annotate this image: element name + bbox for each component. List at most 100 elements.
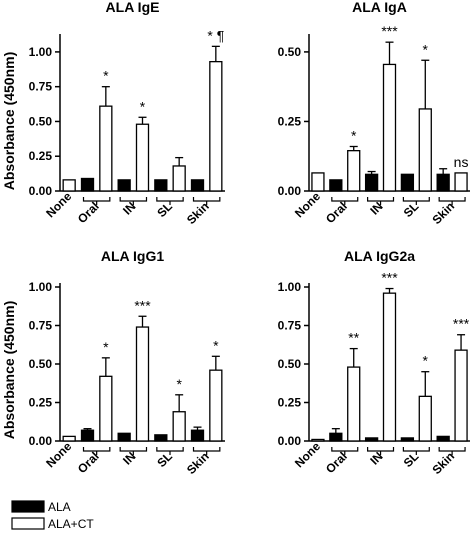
y-tick-label: 0.75 (29, 80, 53, 94)
x-category-label-skin: Skin (184, 449, 212, 477)
bar-sl-ala-ct (418, 108, 432, 192)
legend-swatch-ala (11, 500, 45, 513)
group-bracket-oral (82, 197, 111, 205)
significance-label: *** (381, 270, 398, 286)
y-tick-label: 0.50 (29, 357, 53, 371)
significance-label: * (351, 127, 357, 143)
bar-sl-ala (400, 173, 415, 192)
bar-skin-ala (190, 429, 205, 442)
bar-skin-ala (190, 179, 205, 192)
y-tick-label: 0.00 (29, 434, 53, 448)
significance-label: * (423, 41, 429, 57)
significance-label: * (103, 68, 109, 84)
x-category-label-sl: SL (401, 449, 422, 470)
y-tick-label: 0.50 (278, 357, 302, 371)
significance-label: * (213, 337, 219, 353)
bar-skin-ala-ct (209, 60, 223, 192)
group-bracket-oral (331, 447, 359, 455)
group-bracket-in (119, 447, 148, 455)
bar-oral-ala (80, 429, 95, 442)
chart-panel-ala-igg2a: ALA IgG2a0.000.250.500.751.00*********No… (278, 248, 470, 477)
group-bracket-sl (402, 197, 430, 205)
bar-in-ala (364, 437, 379, 442)
chart-title: ALA IgG1 (101, 248, 164, 264)
x-category-label-oral: Oral (323, 449, 350, 476)
x-category-label-oral: Oral (323, 199, 350, 226)
group-bracket-skin (438, 447, 466, 455)
bar-in-ala-ct (382, 63, 397, 192)
x-category-label-sl: SL (154, 449, 175, 470)
y-tick-label: 0.25 (278, 114, 302, 128)
y-tick-label: 1.00 (29, 45, 53, 59)
group-bracket-sl (402, 447, 430, 455)
x-category-label-oral: Oral (75, 199, 102, 226)
y-tick-label: 0.25 (29, 149, 53, 163)
group-bracket-sl (156, 447, 184, 455)
legend-swatch-ala-ct (11, 517, 45, 530)
bar-none-control (62, 179, 76, 192)
chart-title: ALA IgG2a (344, 248, 415, 264)
x-category-label-in: IN (120, 449, 138, 467)
y-tick-label: 0.00 (278, 434, 302, 448)
bar-sl-ala (154, 434, 168, 442)
significance-label: * ¶ (207, 27, 224, 43)
y-tick-label: 0.00 (29, 184, 53, 198)
x-category-label-skin: Skin (184, 199, 212, 227)
chart-title: ALA IgE (106, 0, 160, 15)
y-axis-label-top: Absorbance (450nm) (1, 52, 17, 190)
y-tick-label: 0.50 (278, 45, 302, 59)
group-bracket-in (367, 447, 395, 455)
x-category-label-sl: SL (154, 199, 175, 220)
significance-label: *** (453, 316, 470, 332)
y-tick-label: 0.25 (29, 396, 53, 410)
bar-oral-ala-ct (347, 366, 361, 442)
bar-sl-ala-ct (172, 165, 186, 192)
bar-in-ala-ct (135, 326, 150, 442)
bar-skin-ala-ct (454, 172, 468, 192)
significance-label: *** (134, 297, 151, 313)
bar-skin-ala-ct (209, 369, 223, 442)
bar-skin-ala (436, 435, 450, 442)
significance-label: ** (348, 330, 359, 346)
bar-in-ala-ct (382, 292, 397, 442)
group-bracket-skin (438, 197, 466, 205)
y-tick-label: 0.00 (278, 184, 302, 198)
bar-skin-ala (436, 173, 450, 192)
x-category-label-in: IN (367, 199, 385, 217)
bar-oral-ala-ct (99, 375, 113, 442)
y-tick-label: 0.25 (278, 396, 302, 410)
bar-in-ala-ct (135, 123, 150, 192)
x-category-label-skin: Skin (429, 199, 457, 227)
bar-sl-ala (400, 437, 415, 442)
group-bracket-oral (82, 447, 111, 455)
significance-label: ns (454, 154, 469, 170)
significance-label: * (176, 376, 182, 392)
bar-oral-ala-ct (99, 105, 113, 192)
bar-oral-ala (329, 432, 343, 442)
bar-in-ala (117, 179, 131, 192)
group-bracket-in (119, 197, 148, 205)
significance-label: * (423, 353, 429, 369)
bar-none-control (311, 438, 325, 442)
bar-none-control (311, 172, 325, 192)
x-category-label-oral: Oral (75, 449, 102, 476)
y-tick-label: 1.00 (29, 280, 53, 294)
y-tick-label: 0.50 (29, 114, 53, 128)
bar-oral-ala (80, 177, 95, 192)
x-category-label-skin: Skin (429, 449, 457, 477)
bar-oral-ala (329, 179, 343, 192)
bar-sl-ala (154, 179, 168, 192)
bar-sl-ala-ct (172, 411, 186, 442)
bar-none-control (62, 435, 76, 442)
group-bracket-in (367, 197, 395, 205)
x-category-label-in: IN (367, 449, 385, 467)
group-bracket-skin (192, 197, 221, 205)
bar-sl-ala-ct (418, 395, 432, 442)
group-bracket-oral (331, 197, 359, 205)
bar-skin-ala-ct (454, 349, 468, 442)
